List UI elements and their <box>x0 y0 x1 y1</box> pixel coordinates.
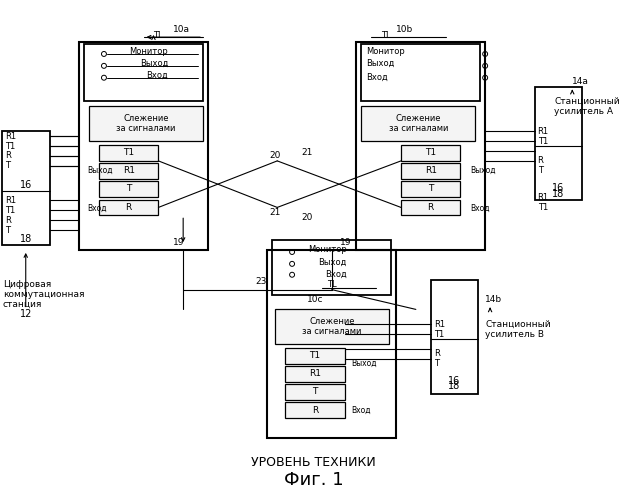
Text: TL: TL <box>327 280 337 289</box>
Polygon shape <box>275 310 389 344</box>
Text: R1: R1 <box>5 196 16 205</box>
Text: Монитор: Монитор <box>308 246 347 254</box>
Text: 19: 19 <box>173 238 185 246</box>
Text: T: T <box>538 166 543 175</box>
Text: R: R <box>126 203 132 212</box>
Polygon shape <box>99 200 158 216</box>
Polygon shape <box>285 384 345 400</box>
Text: Станционный: Станционный <box>485 320 551 329</box>
Text: T: T <box>126 184 131 193</box>
Text: R: R <box>427 203 434 212</box>
Text: 14a: 14a <box>572 77 589 86</box>
Text: Вход: Вход <box>366 73 388 82</box>
Polygon shape <box>401 180 460 196</box>
Text: 20: 20 <box>301 213 312 222</box>
Text: 16: 16 <box>20 180 32 190</box>
Text: R1: R1 <box>538 193 549 202</box>
Text: станция: станция <box>3 300 43 309</box>
Polygon shape <box>99 145 158 161</box>
Text: Вход: Вход <box>87 204 107 213</box>
Text: усилитель В: усилитель В <box>485 330 544 338</box>
Text: 12: 12 <box>20 310 32 320</box>
Polygon shape <box>99 163 158 178</box>
Text: T1: T1 <box>5 206 15 215</box>
Text: T: T <box>5 226 10 234</box>
Text: Станционный: Станционный <box>554 97 620 106</box>
Text: R: R <box>5 152 11 160</box>
Polygon shape <box>361 106 475 141</box>
Text: Слежение
за сигналами: Слежение за сигналами <box>302 317 362 336</box>
Polygon shape <box>285 348 345 364</box>
Text: T1: T1 <box>309 352 321 360</box>
Text: 23: 23 <box>255 277 267 286</box>
Text: Выход: Выход <box>87 166 112 175</box>
Text: Цифровая: Цифровая <box>3 280 51 289</box>
Text: T1: T1 <box>434 330 444 338</box>
Polygon shape <box>401 145 460 161</box>
Text: T1: T1 <box>425 148 436 158</box>
Text: TL: TL <box>154 30 163 40</box>
Text: 10a: 10a <box>173 24 190 34</box>
Text: 18: 18 <box>448 380 460 390</box>
Text: Монитор: Монитор <box>366 48 405 56</box>
Text: 21: 21 <box>301 148 312 158</box>
Text: 10c: 10c <box>307 295 323 304</box>
Text: УРОВЕНЬ ТЕХНИКИ: УРОВЕНЬ ТЕХНИКИ <box>251 456 376 469</box>
Text: R1: R1 <box>434 320 444 329</box>
Text: T: T <box>428 184 433 193</box>
Text: Вход: Вход <box>147 71 168 80</box>
Text: T1: T1 <box>123 148 134 158</box>
Text: R: R <box>312 406 318 415</box>
Text: Вход: Вход <box>471 204 490 213</box>
Text: R1: R1 <box>5 132 16 140</box>
Text: 14b: 14b <box>485 295 502 304</box>
Text: 16: 16 <box>552 182 565 192</box>
Text: T: T <box>312 387 318 396</box>
Text: Выход: Выход <box>471 166 496 175</box>
Text: 18: 18 <box>552 188 565 198</box>
Text: 16: 16 <box>448 376 460 386</box>
Text: T1: T1 <box>538 136 548 145</box>
Text: Фиг. 1: Фиг. 1 <box>284 470 344 488</box>
Text: R: R <box>5 216 11 225</box>
Text: Монитор: Монитор <box>130 48 168 56</box>
Text: 19: 19 <box>340 238 351 246</box>
Text: T: T <box>434 360 439 368</box>
Text: Слежение
за сигналами: Слежение за сигналами <box>116 114 176 134</box>
Text: Вход: Вход <box>324 270 347 280</box>
Text: T1: T1 <box>538 203 548 212</box>
Text: усилитель А: усилитель А <box>554 107 613 116</box>
Text: Выход: Выход <box>366 60 395 68</box>
Text: Слежение
за сигналами: Слежение за сигналами <box>389 114 448 134</box>
Text: T1: T1 <box>5 142 15 150</box>
Text: R1: R1 <box>123 166 135 175</box>
Text: 20: 20 <box>270 152 281 160</box>
Text: Выход: Выход <box>318 258 347 266</box>
Polygon shape <box>401 163 460 178</box>
Text: R1: R1 <box>538 126 549 136</box>
Text: R1: R1 <box>425 166 437 175</box>
Text: T: T <box>5 162 10 170</box>
Text: Выход: Выход <box>352 360 377 368</box>
Polygon shape <box>89 106 203 141</box>
Polygon shape <box>401 200 460 216</box>
Text: R1: R1 <box>309 370 321 378</box>
Text: Вход: Вход <box>352 406 371 415</box>
Text: 18: 18 <box>20 234 32 244</box>
Polygon shape <box>99 180 158 196</box>
Text: TL: TL <box>381 30 391 40</box>
Text: 10b: 10b <box>396 24 413 34</box>
Text: 21: 21 <box>270 208 281 217</box>
Text: R: R <box>434 350 439 358</box>
Polygon shape <box>285 366 345 382</box>
Text: R: R <box>538 156 544 166</box>
Polygon shape <box>285 402 345 418</box>
Text: Выход: Выход <box>140 60 168 68</box>
Text: коммутационная: коммутационная <box>3 290 84 299</box>
